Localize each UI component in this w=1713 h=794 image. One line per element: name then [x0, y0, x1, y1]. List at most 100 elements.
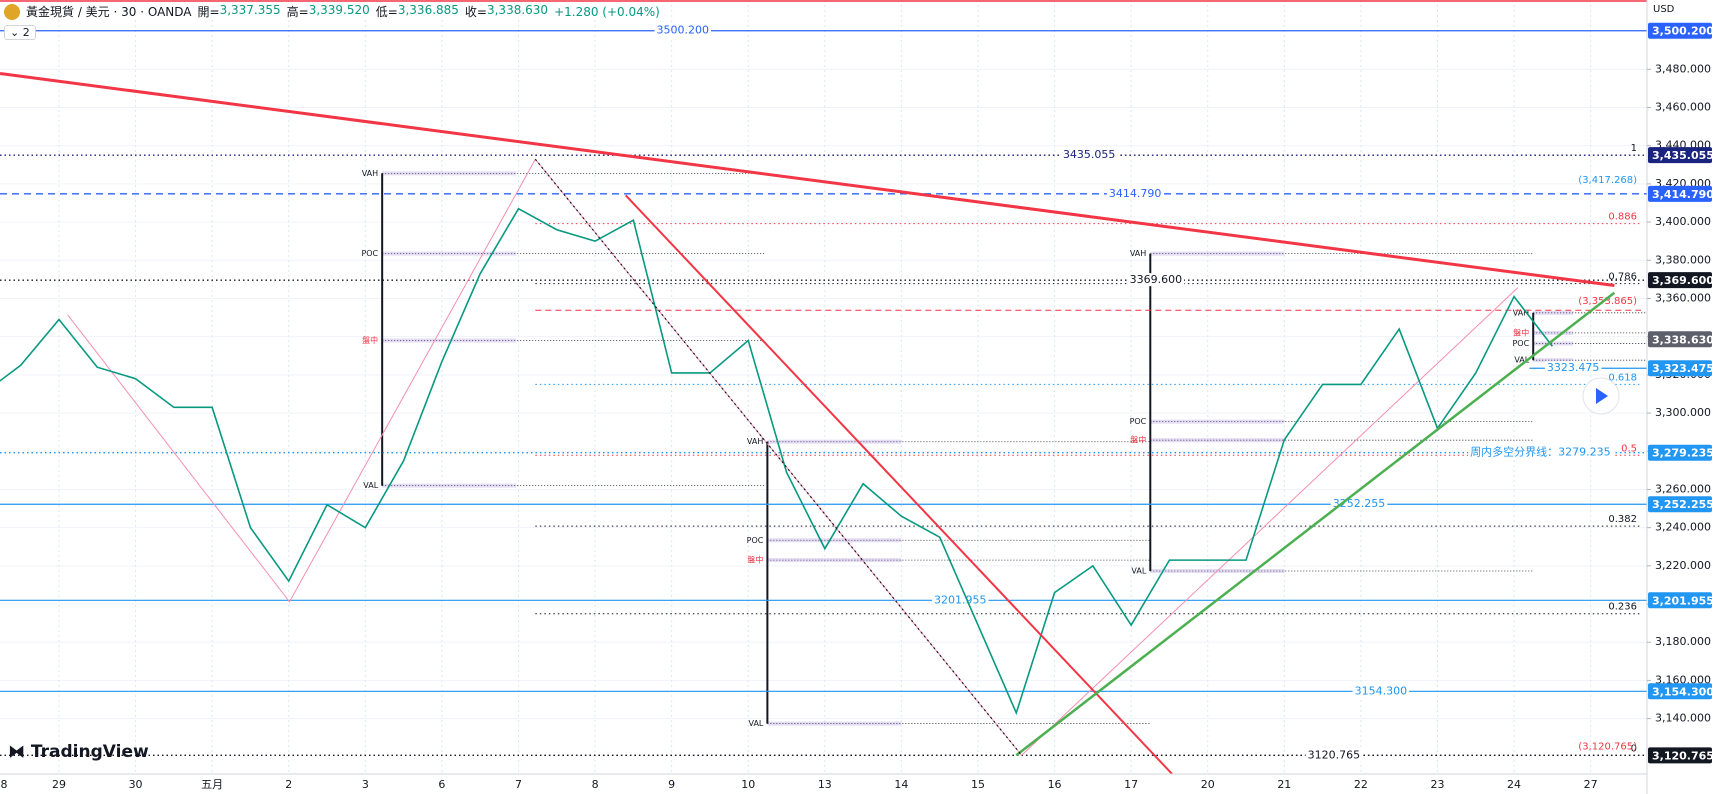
level-label: 3154.300 [1355, 684, 1408, 697]
symbol[interactable]: 黃金現貨 / 美元 · 30 · OANDA [26, 5, 192, 19]
fib-label: 0.786 [1608, 272, 1637, 283]
fib-label: 0.5 [1621, 443, 1637, 454]
level-label-bg [1352, 684, 1410, 698]
indicator-toggle[interactable]: ⌄ 2 [4, 25, 36, 40]
fib-label: 0.618 [1608, 372, 1637, 383]
profile-bar [767, 538, 902, 543]
brand-name: TradingView [30, 742, 149, 762]
level-label: 3414.790 [1109, 187, 1162, 200]
ohlc: 開= 3,337.355 高= 3,339.520 低= 3,336.885 收= 3,338… [198, 3, 549, 20]
level-tag-label: 3,435.055 [1652, 149, 1713, 162]
y-tick-label: 3,460.000 [1655, 101, 1711, 114]
y-axis-bg [1647, 0, 1713, 794]
y-tick-label: 3,140.000 [1655, 712, 1711, 725]
last-price-tag-label: 3,338.630 [1652, 333, 1713, 346]
x-tick-label: 3 [362, 778, 369, 791]
profile-label: VAH [747, 437, 763, 446]
x-tick-label: 15 [971, 778, 985, 791]
brand: ⧓ TradingView [8, 742, 149, 762]
level-label-bg [1468, 444, 1613, 459]
trendline [0, 72, 1615, 287]
play-icon[interactable] [1596, 388, 1608, 404]
level-tag-label: 3,500.200 [1652, 25, 1713, 38]
level-tag-label: 3,201.955 [1652, 594, 1713, 607]
x-tick-label: 7 [515, 778, 522, 791]
y-tick-label: 3,160.000 [1655, 673, 1711, 686]
level-tag [1648, 147, 1712, 164]
x-tick-label: 8 [592, 778, 599, 791]
profile-label: 盤中 [1130, 435, 1146, 445]
level-label: 3500.200 [657, 24, 710, 37]
x-tick-label: 23 [1430, 778, 1444, 791]
profile-bar [382, 338, 517, 343]
level-tag-label: 3,414.790 [1652, 188, 1713, 201]
change: +1.280 (+0.04%) [554, 4, 660, 19]
symbol-icon [4, 3, 20, 20]
profile-bar [382, 171, 517, 176]
profile-label: 盤中 [362, 335, 378, 345]
x-tick-label: 29 [52, 778, 66, 791]
ohlc-value: 3,337.355 [219, 3, 281, 17]
x-tick-label: 21 [1277, 778, 1291, 791]
x-tick-label: 10 [741, 778, 755, 791]
bracket-label: (3,353.865) [1578, 296, 1637, 307]
fib-label: 0.236 [1608, 602, 1637, 613]
profile-bar [1150, 251, 1285, 256]
profile-label: POC [747, 536, 764, 545]
trendline [1015, 291, 1616, 757]
x-tick-label: 20 [1201, 778, 1215, 791]
x-tick-label: 17 [1124, 778, 1138, 791]
level-tag [1648, 683, 1712, 700]
ohlc-label: 高= [286, 5, 309, 19]
ohlc-value: 3,336.885 [397, 3, 459, 17]
level-tag [1648, 185, 1712, 202]
y-tick-label: 3,480.000 [1655, 62, 1711, 75]
profile-label: VAL [363, 481, 378, 490]
y-tick-label: 3,220.000 [1655, 559, 1711, 572]
fib-label: 0.886 [1608, 212, 1637, 223]
profile-label: VAL [748, 719, 763, 728]
bracket-label: (3,120.765) [1578, 741, 1637, 752]
level-tag [1648, 747, 1712, 764]
level-label-bg [1544, 361, 1602, 375]
profile-label: POC [1130, 417, 1147, 426]
indicator-count: 2 [22, 26, 30, 39]
profile-label: VAL [1131, 566, 1146, 575]
x-tick-label: 16 [1048, 778, 1062, 791]
x-tick-label: 2 [285, 778, 292, 791]
bracket-label: (3,417.268) [1578, 175, 1637, 186]
level-tag [1648, 496, 1712, 513]
y-tick-label: 3,260.000 [1655, 482, 1711, 495]
level-label-bg [1060, 148, 1118, 162]
level-tag [1648, 360, 1712, 377]
level-tag [1648, 22, 1712, 39]
y-tick-label: 3,180.000 [1655, 635, 1711, 648]
x-tick-label: 30 [129, 778, 143, 791]
profile-bar [1533, 341, 1574, 346]
profile-label: VAH [1130, 249, 1146, 258]
level-label: 3120.765 [1308, 748, 1361, 761]
profile-bar [767, 439, 902, 444]
level-tag-label: 3,154.300 [1652, 685, 1713, 698]
x-tick-label: 13 [818, 778, 832, 791]
ohlc-label: 開= [197, 5, 220, 19]
y-tick-label: 3,360.000 [1655, 291, 1711, 304]
profile-label: POC [361, 249, 378, 258]
level-label-bg [1305, 748, 1363, 762]
profile-bar [767, 558, 902, 563]
last-price-tag [1648, 331, 1712, 348]
trendline [624, 194, 1173, 774]
level-label-bg [1106, 186, 1164, 200]
y-tick-label: 3,240.000 [1655, 521, 1711, 534]
x-axis-bg [0, 774, 1647, 794]
level-label-bg [654, 23, 712, 37]
level-label: 3323.475 [1547, 361, 1600, 374]
price-line [0, 207, 1553, 716]
level-label-bg [1127, 273, 1185, 287]
level-label: 3369.600 [1130, 273, 1183, 286]
ohlc-value: 3,339.520 [308, 3, 370, 17]
y-tick-label: 3,300.000 [1655, 406, 1711, 419]
trendline [534, 158, 1023, 756]
